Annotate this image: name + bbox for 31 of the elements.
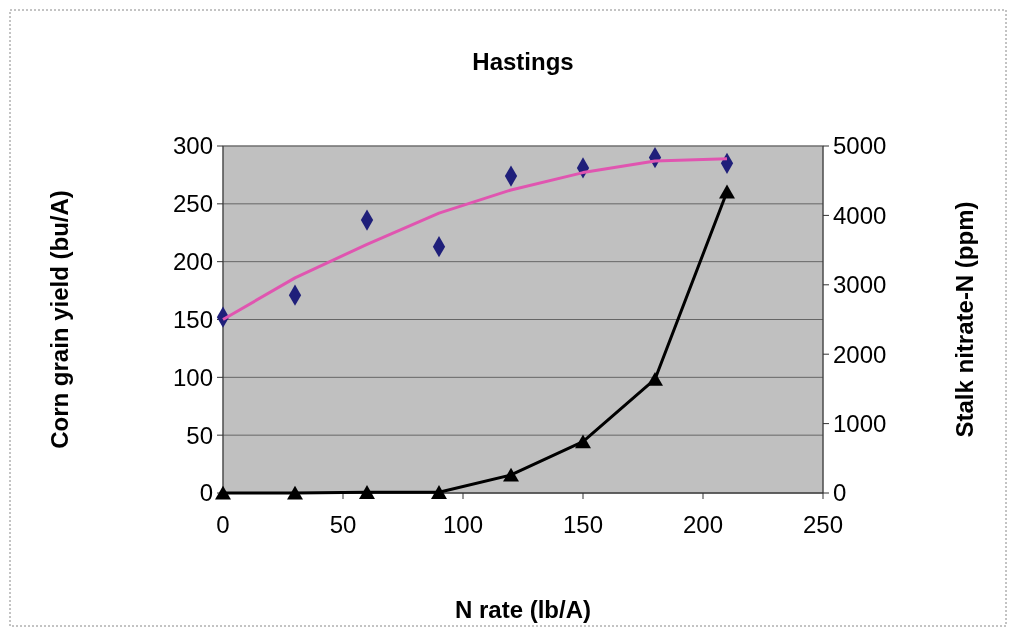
y2-tick-label: 3000 <box>833 271 887 299</box>
point <box>647 371 663 386</box>
x-tick-label: 250 <box>802 511 844 538</box>
y-axis-title: Corn grain yield (bu/A) <box>46 190 73 449</box>
y-tick-label: 300 <box>172 132 213 160</box>
y2-tick-label: 0 <box>833 479 847 507</box>
y-tick-label: 200 <box>172 248 213 276</box>
x-tick-label: 100 <box>442 511 484 538</box>
y2-axis-title: Stalk nitrate-N (ppm) <box>951 201 978 438</box>
y-tick-label: 150 <box>172 305 213 333</box>
y-tick-label: 50 <box>186 421 213 449</box>
point <box>575 434 591 449</box>
x-tick-label: 0 <box>216 511 230 538</box>
point <box>287 485 303 500</box>
x-tick-label: 200 <box>682 511 724 538</box>
point <box>359 485 375 499</box>
x-axis-title: N rate (lb/A) <box>454 596 592 623</box>
point <box>215 485 231 500</box>
y2-tick-label: 2000 <box>833 340 887 368</box>
y2-tick-label: 1000 <box>833 410 887 437</box>
y-tick-label: 100 <box>172 363 213 391</box>
point <box>431 485 447 499</box>
y2-tick-label: 5000 <box>833 132 887 160</box>
y-tick-label: 250 <box>172 190 213 218</box>
chart-title: Hastings <box>472 48 574 75</box>
x-tick-label: 50 <box>329 511 357 538</box>
point <box>503 467 519 482</box>
y2-tick-label: 4000 <box>833 201 887 229</box>
y-tick-label: 0 <box>199 479 213 507</box>
point <box>719 184 735 199</box>
x-tick-label: 150 <box>562 511 604 538</box>
